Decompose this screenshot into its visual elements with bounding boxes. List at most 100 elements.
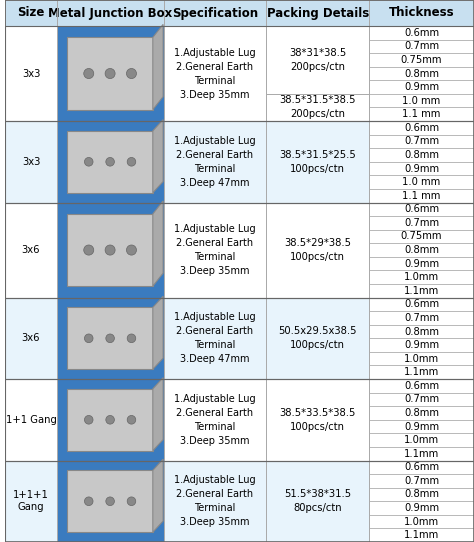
Text: 3x3: 3x3 bbox=[22, 157, 40, 167]
Text: 0.8mm: 0.8mm bbox=[404, 408, 439, 418]
Bar bbox=[67, 307, 153, 369]
Bar bbox=[5, 0, 57, 26]
Bar bbox=[369, 107, 474, 121]
Bar bbox=[369, 80, 474, 94]
Polygon shape bbox=[153, 201, 163, 286]
Text: 1.Adjustable Lug
2.General Earth
Terminal
3.Deep 35mm: 1.Adjustable Lug 2.General Earth Termina… bbox=[174, 475, 256, 527]
Text: 0.7mm: 0.7mm bbox=[404, 313, 439, 323]
Circle shape bbox=[106, 416, 114, 424]
Bar bbox=[67, 389, 153, 451]
Circle shape bbox=[84, 497, 93, 506]
Circle shape bbox=[127, 245, 137, 255]
Circle shape bbox=[127, 68, 137, 79]
Bar bbox=[164, 461, 266, 542]
Text: 1.1mm: 1.1mm bbox=[404, 449, 439, 459]
Text: 0.6mm: 0.6mm bbox=[404, 204, 439, 214]
Bar bbox=[369, 40, 474, 53]
Text: Metal Junction Box: Metal Junction Box bbox=[48, 7, 172, 20]
Text: Packing Details: Packing Details bbox=[267, 7, 369, 20]
Text: 51.5*38*31.5
80pcs/ctn: 51.5*38*31.5 80pcs/ctn bbox=[284, 489, 351, 513]
Text: 0.8mm: 0.8mm bbox=[404, 489, 439, 500]
Circle shape bbox=[105, 68, 115, 79]
Bar bbox=[369, 134, 474, 148]
Bar bbox=[164, 379, 266, 461]
Circle shape bbox=[106, 334, 114, 343]
Text: 0.7mm: 0.7mm bbox=[404, 476, 439, 486]
Bar bbox=[57, 121, 164, 203]
Text: 38.5*31.5*25.5
100pcs/ctn: 38.5*31.5*25.5 100pcs/ctn bbox=[279, 150, 356, 174]
Text: 3x6: 3x6 bbox=[22, 333, 40, 343]
Text: 0.7mm: 0.7mm bbox=[404, 137, 439, 146]
Circle shape bbox=[84, 416, 93, 424]
Text: 1.1 mm: 1.1 mm bbox=[402, 191, 441, 201]
Bar bbox=[57, 203, 164, 298]
Bar bbox=[369, 379, 474, 392]
Bar bbox=[369, 26, 474, 40]
Text: 0.7mm: 0.7mm bbox=[404, 395, 439, 404]
Text: 1.Adjustable Lug
2.General Earth
Terminal
3.Deep 35mm: 1.Adjustable Lug 2.General Earth Termina… bbox=[174, 224, 256, 276]
Text: 1.Adjustable Lug
2.General Earth
Terminal
3.Deep 35mm: 1.Adjustable Lug 2.General Earth Termina… bbox=[174, 48, 256, 100]
Bar bbox=[369, 284, 474, 298]
Bar bbox=[369, 365, 474, 379]
Bar bbox=[266, 379, 369, 461]
Text: 1.0mm: 1.0mm bbox=[404, 435, 439, 445]
Bar bbox=[266, 26, 369, 94]
Text: 1.1mm: 1.1mm bbox=[404, 286, 439, 296]
Text: 38*31*38.5
200pcs/ctn: 38*31*38.5 200pcs/ctn bbox=[289, 48, 346, 72]
Bar bbox=[164, 26, 266, 121]
Text: 0.6mm: 0.6mm bbox=[404, 462, 439, 472]
Bar bbox=[369, 0, 474, 26]
Bar bbox=[164, 203, 266, 298]
Bar bbox=[67, 37, 153, 109]
Bar bbox=[369, 298, 474, 311]
Bar bbox=[266, 298, 369, 379]
Text: 1.Adjustable Lug
2.General Earth
Terminal
3.Deep 35mm: 1.Adjustable Lug 2.General Earth Termina… bbox=[174, 394, 256, 446]
Text: 0.9mm: 0.9mm bbox=[404, 259, 439, 269]
Bar bbox=[164, 121, 266, 203]
Text: 0.9mm: 0.9mm bbox=[404, 164, 439, 173]
Text: 1.1 mm: 1.1 mm bbox=[402, 109, 441, 119]
Bar bbox=[369, 176, 474, 189]
Bar bbox=[57, 26, 164, 121]
Bar bbox=[5, 298, 57, 379]
Bar bbox=[369, 230, 474, 243]
Bar bbox=[369, 461, 474, 474]
Polygon shape bbox=[153, 459, 163, 532]
Text: 1.0mm: 1.0mm bbox=[404, 354, 439, 364]
Circle shape bbox=[106, 497, 114, 506]
Polygon shape bbox=[153, 296, 163, 369]
Text: 0.6mm: 0.6mm bbox=[404, 381, 439, 391]
Text: 1+1+1
Gang: 1+1+1 Gang bbox=[13, 491, 49, 512]
Circle shape bbox=[105, 245, 115, 255]
Bar bbox=[5, 26, 474, 121]
Bar bbox=[369, 311, 474, 325]
Text: 0.6mm: 0.6mm bbox=[404, 28, 439, 38]
Bar bbox=[369, 528, 474, 542]
Text: 1.0mm: 1.0mm bbox=[404, 272, 439, 282]
Bar bbox=[369, 338, 474, 352]
Text: 1.0mm: 1.0mm bbox=[404, 517, 439, 527]
Bar bbox=[266, 0, 369, 26]
Bar bbox=[369, 406, 474, 420]
Bar bbox=[57, 298, 164, 379]
Text: 0.7mm: 0.7mm bbox=[404, 218, 439, 228]
Polygon shape bbox=[153, 120, 163, 193]
Bar bbox=[5, 379, 57, 461]
Bar bbox=[369, 67, 474, 80]
Bar bbox=[369, 203, 474, 216]
Bar bbox=[369, 243, 474, 257]
Text: 0.75mm: 0.75mm bbox=[401, 231, 442, 242]
Bar bbox=[369, 189, 474, 203]
Bar bbox=[266, 121, 369, 203]
Bar bbox=[164, 298, 266, 379]
Bar bbox=[5, 203, 57, 298]
Bar bbox=[369, 325, 474, 338]
Text: 1.0 mm: 1.0 mm bbox=[402, 177, 441, 187]
Polygon shape bbox=[153, 24, 163, 109]
Bar bbox=[5, 121, 474, 203]
Bar bbox=[57, 461, 164, 542]
Text: 0.6mm: 0.6mm bbox=[404, 299, 439, 309]
Circle shape bbox=[106, 158, 114, 166]
Text: 1.Adjustable Lug
2.General Earth
Terminal
3.Deep 47mm: 1.Adjustable Lug 2.General Earth Termina… bbox=[174, 136, 256, 188]
Text: 0.9mm: 0.9mm bbox=[404, 82, 439, 92]
